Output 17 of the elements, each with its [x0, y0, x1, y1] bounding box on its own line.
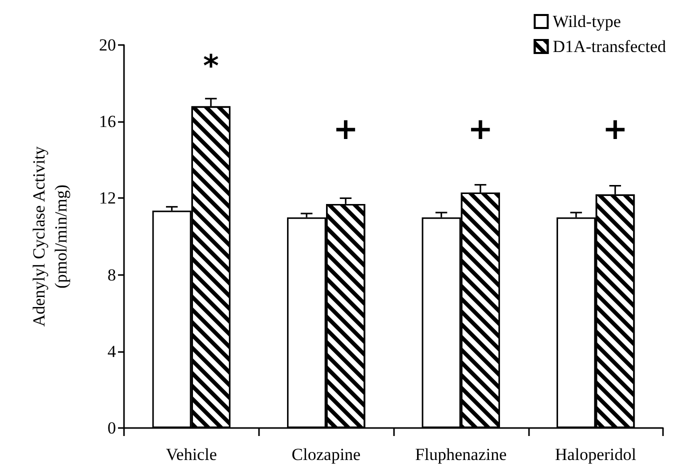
- y-tick-label: 16: [99, 112, 116, 132]
- y-tick-label: 8: [108, 265, 116, 284]
- legend-label: D1A-transfected: [552, 37, 666, 56]
- x-tick-label: Fluphenazine: [415, 445, 507, 464]
- y-tick-label: 0: [108, 418, 116, 438]
- legend-label: Wild-type: [552, 12, 621, 31]
- x-tick-label: Haloperidol: [555, 445, 636, 464]
- x-tick-label: Vehicle: [166, 445, 217, 464]
- y-tick-label: 20: [99, 36, 116, 54]
- y-axis-title: Adenylyl Cyclase Activity (pmol/min/mg): [30, 146, 70, 327]
- annotation: +: [602, 112, 628, 147]
- y-tick-label: 4: [108, 342, 116, 361]
- x-tick-label: Clozapine: [292, 445, 361, 464]
- annotation: +: [468, 112, 493, 147]
- annotation: +: [333, 112, 358, 147]
- y-tick-label: 12: [99, 188, 116, 208]
- annotation: *: [203, 49, 220, 84]
